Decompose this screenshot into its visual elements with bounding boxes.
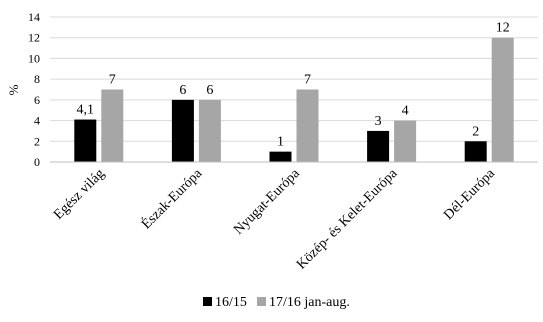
data-label: 6 — [206, 83, 213, 98]
data-label: 3 — [375, 114, 382, 129]
legend-swatch — [203, 297, 212, 306]
y-tick-label: 2 — [34, 134, 40, 148]
bar-series1 — [464, 141, 487, 162]
category-label: Közép- és Kelet-Európa — [294, 166, 401, 273]
bar-series2 — [394, 120, 417, 162]
legend: 16/15 17/16 jan-aug. — [203, 295, 350, 310]
legend-swatch — [257, 297, 266, 306]
y-tick-label: 14 — [28, 10, 40, 24]
data-label: 12 — [496, 21, 510, 36]
data-label: 6 — [179, 83, 186, 98]
y-tick-label: 4 — [34, 114, 40, 128]
data-label: 7 — [304, 73, 311, 88]
bar-series2 — [296, 89, 319, 162]
y-axis-label: % — [6, 84, 21, 95]
data-labels: 4,1 7 6 6 1 7 3 4 2 12 — [77, 21, 510, 150]
data-label: 2 — [472, 124, 479, 139]
x-axis-categories: Egész világ Észak-Európa Nyugat-EurópaKözé… — [51, 164, 498, 272]
y-tick-label: 6 — [34, 93, 40, 107]
bar-series1 — [269, 151, 292, 162]
category-label: Egész világ — [51, 166, 108, 223]
bar-series1 — [171, 99, 194, 162]
data-label: 4 — [402, 104, 409, 119]
category-label: Nyugat-Európa — [231, 166, 303, 238]
category-label: Észak-Európa — [138, 164, 206, 232]
category-label: Dél-Európa — [441, 166, 498, 223]
data-label: 7 — [109, 73, 116, 88]
y-axis-ticks: 0 2 4 6 8 10 12 14 — [28, 10, 40, 169]
data-label: 1 — [277, 135, 284, 150]
y-tick-label: 12 — [28, 31, 40, 45]
bar-series2 — [101, 89, 124, 162]
bars — [74, 37, 514, 162]
legend-label: 16/15 — [215, 295, 247, 310]
grid-lines — [50, 16, 538, 142]
bar-series1 — [367, 130, 390, 162]
bar-series1 — [74, 119, 97, 162]
y-tick-label: 8 — [34, 72, 40, 86]
y-tick-label: 10 — [28, 51, 40, 65]
legend-label: 17/16 jan-aug. — [269, 295, 350, 310]
data-label: 4,1 — [77, 103, 95, 118]
bar-series2 — [198, 99, 221, 162]
bar-series2 — [491, 37, 514, 162]
y-tick-label: 0 — [34, 155, 40, 169]
